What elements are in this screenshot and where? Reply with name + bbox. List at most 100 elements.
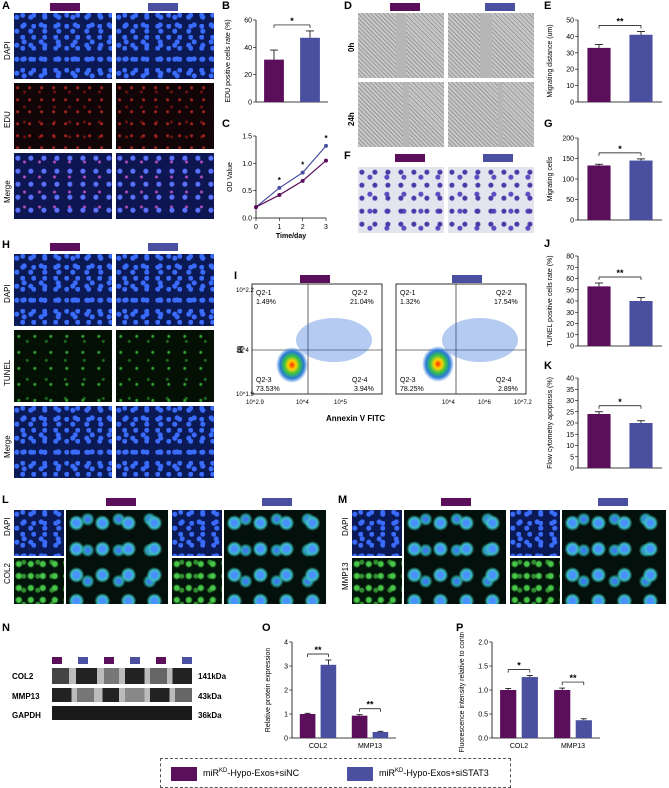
row-label-mmp13: MMP13 <box>341 562 350 590</box>
bar <box>587 165 611 220</box>
q4-label-1: Q2-4 <box>352 377 368 384</box>
flow-ytick: 10^4 <box>236 348 249 354</box>
x-axis-label: Time/day <box>276 233 306 240</box>
row-label-dapi: DAPI <box>3 41 12 60</box>
lane-swatch-6 <box>182 657 192 664</box>
panel-label-k: K <box>544 360 552 372</box>
y-tick-label: 40 <box>566 34 574 41</box>
row-label-24h: 24h <box>347 112 356 126</box>
data-point <box>277 185 282 190</box>
y-tick-label: 10 <box>566 83 574 90</box>
panel-label-b: B <box>222 0 230 12</box>
y-tick-label: 10 <box>566 443 574 450</box>
sig-label: ** <box>569 673 577 683</box>
panel-label-c: C <box>222 118 230 130</box>
q3-label-2: Q2-3 <box>400 377 416 384</box>
sig-label: * <box>618 397 622 407</box>
sig-label: ** <box>366 700 374 710</box>
x-tick-label: 1 <box>277 224 281 231</box>
y-axis-label: Migrating cells <box>547 156 554 201</box>
y-tick-label: 20 <box>244 72 252 79</box>
sig-label: ** <box>616 16 624 26</box>
flow-cloud-2 <box>422 346 454 382</box>
y-tick-label: 20 <box>566 321 574 328</box>
micrograph-a-edu-1 <box>14 83 112 149</box>
micrograph-l-dapi-1 <box>14 510 64 556</box>
panel-label-o: O <box>262 622 271 634</box>
flow-plot-2-frame <box>395 283 527 395</box>
sig-label: * <box>618 144 622 154</box>
group2-swatch <box>452 275 482 283</box>
lane-swatch-1 <box>52 657 62 664</box>
q2-label-2: Q2-2 <box>496 290 512 297</box>
data-point <box>277 193 282 198</box>
bar <box>264 59 284 102</box>
y-axis-label: Fluorescence intensity relative to contr… <box>459 632 466 752</box>
y-tick-label: 0 <box>570 466 574 473</box>
bar <box>500 690 517 738</box>
sig-label: ** <box>314 645 322 655</box>
bar <box>521 677 538 738</box>
group1-swatch <box>50 3 80 11</box>
legend-label-1: miRKD-Hypo-Exos+siNC <box>203 768 300 778</box>
y-tick-label: 40 <box>566 299 574 306</box>
panel-label-n: N <box>2 622 10 634</box>
micrograph-m-merge-1 <box>404 510 506 604</box>
chart-c: 0.0 0.5 1.0 1.5 0 1 2 3 OD Value Time/day * * * <box>227 134 328 241</box>
q3-value-2: 78.25% <box>400 386 424 393</box>
y-tick-label: 20 <box>566 67 574 74</box>
y-tick-label: 10 <box>566 332 574 339</box>
data-point <box>300 170 305 175</box>
y-tick-label: 1.5 <box>242 134 252 141</box>
row-label-merge: Merge <box>3 180 12 203</box>
sig-label: * <box>517 661 521 671</box>
y-tick-label: 35 <box>566 387 574 394</box>
sig-label: * <box>278 176 282 185</box>
panel-label-j: J <box>544 238 551 250</box>
y-tick-label: 80 <box>566 254 574 261</box>
lane-swatch-2 <box>78 657 88 664</box>
micrograph-m-merge-2 <box>562 510 666 604</box>
micrograph-m-mmp13-2 <box>510 558 560 604</box>
wb-kda: 43kDa <box>198 692 222 701</box>
y-tick-label: 0.5 <box>478 712 488 719</box>
micrograph-a-dapi-1 <box>14 13 112 79</box>
micrograph-m-dapi-1 <box>352 510 402 556</box>
x-tick-label: 0 <box>254 224 258 231</box>
bar <box>587 47 611 102</box>
q1-value-1: 1.49% <box>256 299 276 306</box>
y-tick-label: 0 <box>570 344 574 351</box>
y-axis-label: Migrating distance (um) <box>547 24 554 97</box>
flow-xtick: 10^6 <box>478 400 491 406</box>
panel-label-p: P <box>456 622 464 634</box>
data-point <box>254 205 258 210</box>
y-tick-label: 40 <box>566 376 574 383</box>
sig-label: * <box>324 134 328 143</box>
y-tick-label: 1.5 <box>478 664 488 671</box>
panel-label-m: M <box>338 494 348 506</box>
q3-label-1: Q2-3 <box>256 377 272 384</box>
micrograph-a-edu-2 <box>116 83 214 149</box>
micrograph-l-merge-2 <box>224 510 326 604</box>
flow-xtick: 10^5 <box>334 400 347 406</box>
lane-swatch-3 <box>104 657 114 664</box>
bar <box>351 715 368 738</box>
group1-swatch <box>441 498 471 506</box>
y-axis-label: TUNEL positive cells rate (%) <box>547 255 554 346</box>
q1-label-1: Q2-1 <box>256 290 272 297</box>
x-tick-label: COL2 <box>510 743 528 750</box>
y-tick-label: 50 <box>566 287 574 294</box>
y-tick-label: 70 <box>566 265 574 272</box>
flow-plot-1-frame <box>251 283 383 395</box>
y-tick-label: 0.0 <box>478 736 488 743</box>
band-col2 <box>52 668 192 684</box>
micrograph-h-merge-2 <box>116 406 214 478</box>
y-tick-label: 0 <box>248 100 252 107</box>
flow-xtick: 10^2.9 <box>246 400 264 406</box>
y-tick-label: 25 <box>566 409 574 416</box>
panel-label-h: H <box>2 239 10 251</box>
micrograph-h-dapi-1 <box>14 254 112 326</box>
wb-row-label: COL2 <box>12 672 34 681</box>
lane-swatch-5 <box>156 657 166 664</box>
q1-label-2: Q2-1 <box>400 290 416 297</box>
